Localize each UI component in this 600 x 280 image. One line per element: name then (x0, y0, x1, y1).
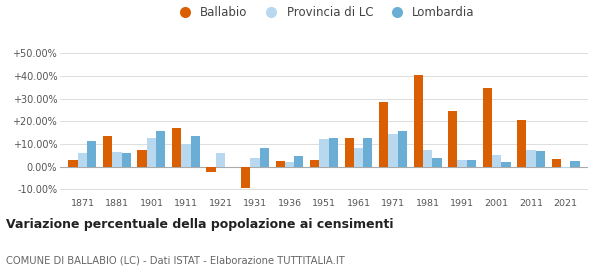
Bar (561, 167, 570, 168)
Bar (363, 138, 373, 167)
Bar (260, 148, 269, 167)
Bar (122, 153, 131, 167)
Bar (87, 141, 97, 167)
Bar (570, 161, 580, 167)
Bar (78, 153, 87, 167)
Bar (398, 131, 407, 167)
Bar (501, 162, 511, 167)
Bar (294, 156, 304, 167)
Text: COMUNE DI BALLABIO (LC) - Dati ISTAT - Elaborazione TUTTITALIA.IT: COMUNE DI BALLABIO (LC) - Dati ISTAT - E… (6, 255, 345, 265)
Bar (191, 136, 200, 167)
Bar (526, 150, 536, 167)
Bar (68, 160, 78, 167)
Bar (275, 161, 285, 167)
Bar (388, 134, 398, 167)
Text: Variazione percentuale della popolazione ai censimenti: Variazione percentuale della popolazione… (6, 218, 394, 231)
Bar (137, 150, 147, 167)
Bar (147, 138, 156, 167)
Bar (354, 148, 363, 167)
Bar (432, 157, 442, 167)
Bar (551, 159, 561, 167)
Bar (413, 75, 423, 167)
Bar (467, 160, 476, 167)
Bar (379, 102, 388, 167)
Bar (112, 152, 122, 167)
Bar (536, 151, 545, 167)
Bar (344, 138, 354, 167)
Bar (517, 120, 526, 167)
Bar (206, 167, 216, 172)
Bar (310, 160, 319, 167)
Bar (156, 131, 166, 167)
Bar (329, 138, 338, 167)
Bar (285, 162, 294, 167)
Legend: Ballabio, Provincia di LC, Lombardia: Ballabio, Provincia di LC, Lombardia (169, 2, 479, 24)
Bar (216, 153, 225, 167)
Bar (181, 144, 191, 167)
Bar (103, 136, 112, 167)
Bar (423, 150, 432, 167)
Bar (482, 88, 492, 167)
Bar (492, 155, 501, 167)
Bar (319, 139, 329, 167)
Bar (457, 160, 467, 167)
Bar (241, 167, 250, 188)
Bar (172, 128, 181, 167)
Bar (250, 157, 260, 167)
Bar (448, 111, 457, 167)
